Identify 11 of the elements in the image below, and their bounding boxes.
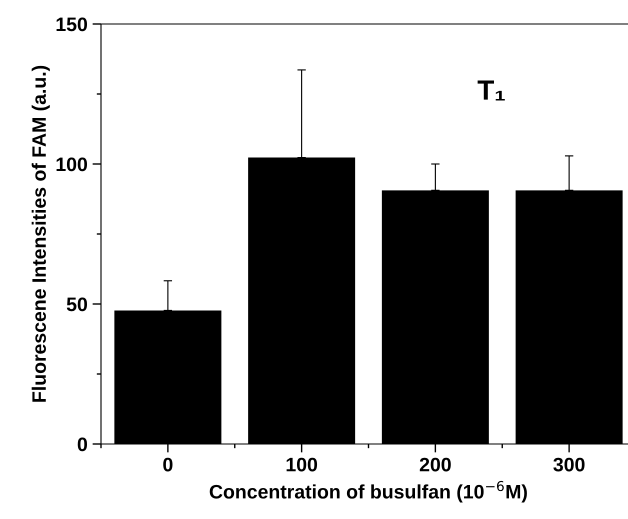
x-axis-title: Concentration of busulfan (10$^{−6}$M) (210, 480, 527, 502)
x-tick-label: 200 (420, 458, 451, 472)
y-tick-label: 150 (56, 17, 88, 32)
y-tick-label: 50 (66, 297, 88, 312)
x-tick-label: 100 (286, 458, 318, 472)
y-tick-label: 100 (56, 157, 88, 172)
annotation: T₁ (478, 80, 505, 100)
x-tick-label: 0 (163, 458, 172, 472)
y-tick-label: 0 (78, 437, 88, 452)
x-tick-label: 300 (553, 458, 585, 472)
y-axis-title: Fluorescene Intensities of FAM (a.u.) (32, 66, 50, 402)
